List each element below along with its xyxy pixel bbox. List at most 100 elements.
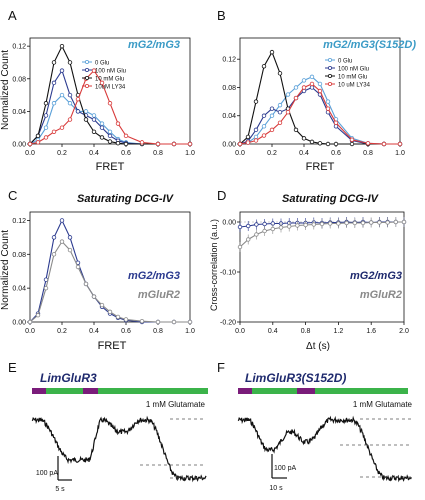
panel-d-data-point — [262, 228, 267, 234]
panel-c-xtick-label: 1.0 — [185, 328, 195, 335]
panel-c-data-point — [59, 239, 65, 244]
panel-b-data-point — [237, 141, 243, 147]
panel-a-data-point — [91, 68, 97, 73]
panel-a-data-point — [107, 139, 113, 144]
panel-b-xtick-label: 0.4 — [299, 150, 309, 157]
panel-b-data-point — [293, 127, 299, 133]
panel-b-data-point — [277, 71, 283, 76]
panel-d-data-point — [287, 224, 292, 229]
panel-d-data-point — [254, 232, 259, 237]
panel-e-scale-x-label: 5 s — [55, 486, 65, 493]
panel-b-data-point — [261, 113, 267, 118]
panel-f-glutamate-bar — [238, 388, 408, 394]
panel-a-ylabel: Normalized Count — [0, 50, 11, 130]
panel-b-legend-marker — [327, 82, 332, 87]
panel-b-data-point — [269, 127, 275, 133]
panel-a-data-point — [75, 109, 81, 114]
panel-a-letter: A — [8, 8, 17, 23]
panel-d-ytick-label: 0.00 — [222, 220, 236, 227]
panel-b-data-point — [285, 109, 291, 115]
panel-b-data-point — [365, 141, 371, 146]
panel-d-plot: 0.0 0.4 0.8 1.2 1.6 2.0 -0.20 -0.10 0.00 — [220, 211, 409, 335]
panel-c-data-point — [115, 314, 121, 320]
panel-a-data-point — [115, 121, 121, 126]
panel-a-legend-marker — [85, 84, 90, 89]
panel-d-data-point — [270, 226, 275, 232]
panel-a-data-point — [155, 141, 161, 147]
panel-b-xtick-label: 0.2 — [267, 150, 277, 157]
panel-b: B 0.0 0.2 0.4 0.6 0.8 1.0 0.00 0.04 0.08 0.12 0 Gl… — [217, 8, 416, 173]
panel-c-ytick-label: 0.08 — [12, 252, 26, 259]
panel-d-data-point — [401, 219, 407, 225]
panel-b-legend-label: 0 Glu — [338, 59, 352, 65]
panel-d-data-point — [344, 220, 349, 226]
panel-b-ytick-label: 0.08 — [222, 85, 236, 92]
panel-b-data-point — [309, 81, 315, 87]
panel-b-data-point — [269, 49, 275, 55]
panel-c-xlabel: FRET — [98, 340, 127, 352]
panel-a-xtick-label: 0.8 — [153, 150, 163, 157]
panel-d-data-point — [311, 222, 316, 227]
panel-a-data-point — [35, 133, 41, 139]
panel-a-data-point — [99, 121, 105, 126]
panel-a-data-point — [67, 101, 73, 106]
panel-b-data-point — [397, 141, 403, 147]
panel-b-data-point — [325, 106, 331, 111]
panel-c-ytick-label: 0.04 — [12, 286, 26, 293]
panel-b-data-point — [277, 120, 283, 125]
panel-d-data-point — [328, 221, 333, 226]
panel-c-data-point — [59, 218, 65, 223]
panel-a-data-point — [123, 133, 129, 139]
panel-c-label-2: mGluR2 — [138, 289, 180, 301]
panel-b-xtick-label: 0.8 — [363, 150, 373, 157]
panel-b-data-point — [317, 88, 323, 94]
panel-b-data-point — [309, 74, 315, 80]
panel-e-pulse-2 — [83, 388, 98, 394]
panel-b-legend-label: 100 nM Glu — [338, 67, 369, 73]
panel-d-xtick-label: 0.0 — [235, 328, 245, 335]
panel-c-data-point — [75, 264, 81, 270]
panel-a-data-point — [59, 92, 65, 98]
panel-b-plot: 0.0 0.2 0.4 0.6 0.8 1.0 0.00 0.04 0.08 0.12 0 Glu 1… — [222, 37, 405, 157]
panel-f-title: LimGluR3(S152D) — [245, 371, 346, 385]
panel-b-data-point — [253, 99, 259, 104]
panel-a-data-point — [83, 117, 89, 122]
panel-c-data-point — [67, 247, 73, 253]
panel-a-data-point — [91, 129, 97, 134]
panel-f: F LimGluR3(S152D) 1 mM Glutamate 100 pA … — [217, 360, 413, 492]
panel-a-data-point — [59, 68, 65, 73]
panel-b-data-point — [301, 85, 307, 90]
panel-c-ylabel: Normalized Count — [0, 230, 11, 310]
panel-d-data-point — [352, 220, 357, 226]
panel-b-data-point — [261, 133, 267, 138]
panel-a-data-point — [35, 140, 41, 145]
panel-c-data-point — [51, 235, 57, 240]
panel-d-data-point — [295, 223, 300, 228]
panel-d-data-point — [319, 221, 325, 227]
panel-a-data-point — [187, 141, 193, 147]
panel-b-title: mG2/mG3(S152D) — [323, 39, 416, 51]
panel-d-data-point — [237, 224, 243, 230]
panel-b-data-point — [301, 136, 307, 141]
panel-a-xtick-label: 0.6 — [121, 150, 131, 157]
panel-c-data-point — [83, 281, 89, 287]
panel-e: E LimGluR3 1 mM Glutamate 100 pA 5 s — [8, 360, 208, 493]
panel-a-plot: 0.0 0.2 0.4 0.6 0.8 1.0 0.00 0.04 0.08 0.12 0 Glu 1… — [12, 37, 195, 157]
panel-b-legend-label: 10 uM LY34 — [338, 83, 371, 89]
panel-e-title: LimGluR3 — [40, 371, 97, 385]
panel-b-data-point — [349, 137, 355, 142]
panel-b-data-point — [261, 124, 267, 129]
panel-b-xlabel: FRET — [306, 161, 335, 173]
panel-d-data-point — [245, 223, 251, 229]
panel-a-data-point — [27, 141, 33, 147]
panel-b-data-point — [301, 78, 307, 83]
panel-e-scale-y-label: 100 pA — [36, 470, 59, 477]
panel-a-legend-label: 0 Glu — [95, 61, 109, 67]
panel-f-pulse-1 — [238, 388, 252, 394]
panel-a-ytick-label: 0.08 — [12, 76, 26, 83]
panel-a-data-point — [51, 60, 57, 65]
panel-a-legend-label: 100 nM Glu — [95, 69, 126, 75]
panel-f-scale-y-label: 100 pA — [274, 465, 297, 472]
panel-c-ytick-label: 0.12 — [12, 218, 26, 225]
panel-e-letter: E — [8, 360, 17, 375]
